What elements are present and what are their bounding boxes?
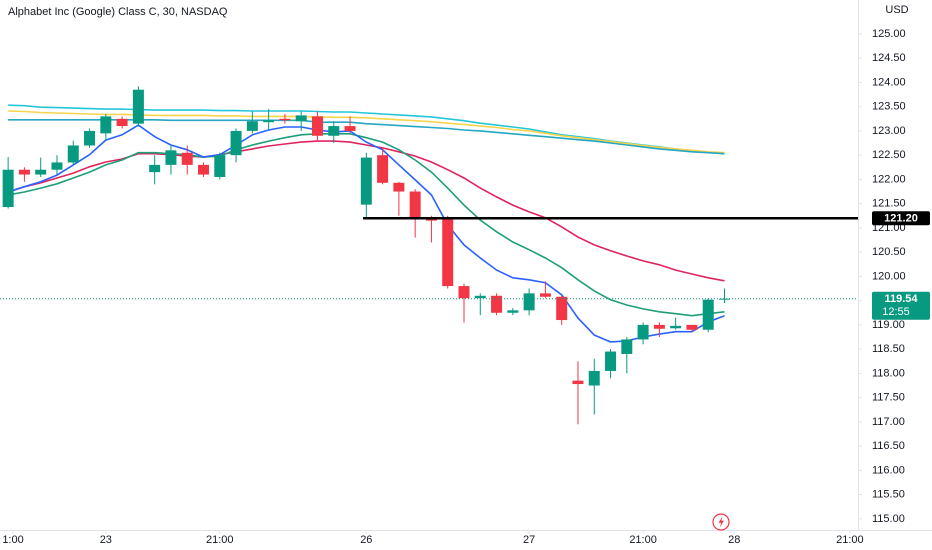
candle-body [181, 152, 193, 165]
x-tick-label: 23 [100, 534, 112, 546]
candle-body [18, 169, 30, 175]
y-tick-label: 116.50 [872, 440, 905, 452]
candle-body [653, 324, 665, 329]
candle-body [149, 164, 161, 173]
y-tick-label: 117.50 [872, 392, 905, 404]
moving-average-line [7, 124, 725, 343]
candle-body [360, 157, 372, 205]
candle-body [670, 325, 682, 329]
axes: 115.00 115.50 116.00 116.50 117.00 117.50 118.… [2, 28, 930, 546]
candle-body [686, 324, 698, 330]
candle-body [637, 324, 649, 340]
y-tick-label: 119.00 [872, 319, 905, 331]
chart-title: Alphabet Inc (Google) Class C, 30, NASDA… [8, 6, 228, 18]
candle-body [2, 169, 14, 208]
candle-body [230, 130, 242, 156]
price-tag-label: 121.20 [884, 213, 918, 225]
y-tick-label: 122.50 [872, 149, 906, 161]
price-tag [872, 211, 930, 226]
y-tick-label: 118.50 [872, 343, 905, 355]
candle-body [442, 218, 454, 287]
candle-body [344, 126, 356, 131]
y-tick-label: 120.50 [872, 246, 906, 258]
candle-body [409, 191, 421, 220]
x-tick-label: 1:00 [2, 534, 23, 546]
candle-body [556, 296, 568, 321]
candle-body [263, 120, 275, 123]
y-tick-label: 115.00 [872, 513, 905, 525]
x-tick-label: 21:00 [836, 534, 864, 546]
y-tick-label: 122.00 [872, 173, 906, 185]
candle-body [198, 164, 210, 175]
y-tick-label: 120.00 [872, 270, 906, 282]
candle-body [605, 351, 617, 371]
y-tick-label: 124.00 [872, 76, 906, 88]
x-tick-label: 28 [728, 534, 740, 546]
candle-body [377, 155, 389, 183]
candle-body [214, 155, 226, 177]
x-tick-label: 21:00 [629, 534, 657, 546]
y-tick-label: 117.00 [872, 416, 905, 428]
y-tick-label: 115.50 [872, 489, 905, 501]
candle-body [279, 118, 291, 121]
candle-body [702, 299, 714, 330]
candle-body [393, 182, 405, 192]
candle-body [311, 116, 323, 136]
candle-body [165, 150, 177, 165]
y-tick-label: 116.00 [872, 464, 905, 476]
candle-body [116, 118, 128, 127]
candle-body [718, 298, 730, 300]
moving-average-line [8, 110, 725, 154]
y-tick-label: 123.00 [872, 125, 906, 137]
candle-body [523, 293, 535, 311]
countdown-label: 12:55 [882, 306, 910, 318]
candle-body [507, 310, 519, 313]
candle-body [539, 293, 551, 297]
candle-body [35, 169, 47, 175]
last-price-tag [872, 291, 930, 320]
y-tick-label: 121.50 [872, 198, 906, 210]
candle-body [572, 380, 584, 385]
candle-body [246, 121, 258, 131]
candle-body [491, 295, 503, 313]
currency-label: USD [885, 4, 908, 16]
candle-body [51, 162, 63, 170]
last-price-label: 119.54 [884, 293, 918, 305]
candle-body [588, 370, 600, 386]
candle-body [67, 145, 79, 163]
y-tick-label: 124.50 [872, 52, 906, 64]
candle-body [621, 339, 633, 354]
candle-body [132, 89, 144, 124]
y-tick-label: 118.00 [872, 367, 905, 379]
x-tick-label: 27 [523, 534, 535, 546]
candle-body [100, 116, 112, 134]
y-tick-label: 125.00 [872, 28, 906, 40]
candle-body [84, 130, 96, 146]
replay-icon[interactable] [712, 513, 730, 531]
moving-average-line [7, 133, 725, 317]
candle-body [458, 286, 470, 299]
x-tick-label: 21:00 [206, 534, 234, 546]
y-tick-label: 123.50 [872, 101, 906, 113]
candle-body [295, 115, 307, 122]
plot-area [0, 86, 858, 425]
candle-body [328, 126, 340, 136]
x-tick-label: 26 [360, 534, 372, 546]
candle-body [474, 295, 486, 299]
icon-bolt [718, 516, 724, 528]
